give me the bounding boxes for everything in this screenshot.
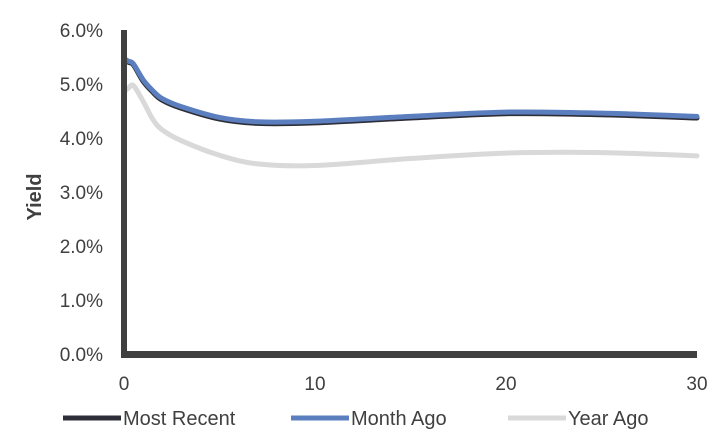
y-tick-label: 3.0% — [60, 183, 103, 204]
x-axis-line — [121, 351, 697, 358]
legend-label-most-recent: Most Recent — [123, 408, 236, 430]
y-axis-line — [121, 30, 127, 358]
y-tick-label: 4.0% — [60, 129, 103, 150]
x-axis-tick-labels: 0 10 20 30 — [119, 374, 708, 395]
legend: Most Recent Month Ago Year Ago — [63, 408, 648, 430]
x-tick-label: 30 — [686, 374, 707, 395]
y-tick-label: 1.0% — [60, 291, 103, 312]
x-tick-label: 0 — [119, 374, 130, 395]
x-tick-label: 20 — [495, 374, 516, 395]
y-tick-label: 0.0% — [60, 345, 103, 366]
y-tick-label: 2.0% — [60, 237, 103, 258]
y-tick-label: 6.0% — [60, 21, 103, 42]
series-line-year-ago — [123, 82, 700, 169]
series-line-month-ago — [123, 57, 700, 125]
y-tick-label: 5.0% — [60, 75, 103, 96]
legend-label-month-ago: Month Ago — [351, 408, 447, 430]
legend-label-year-ago: Year Ago — [568, 408, 648, 430]
x-tick-label: 10 — [304, 374, 325, 395]
y-axis-tick-labels: 0.0% 1.0% 2.0% 3.0% 4.0% 5.0% 6.0% — [60, 21, 103, 366]
series-lines — [123, 57, 700, 169]
y-axis-title: Yield — [24, 173, 46, 220]
